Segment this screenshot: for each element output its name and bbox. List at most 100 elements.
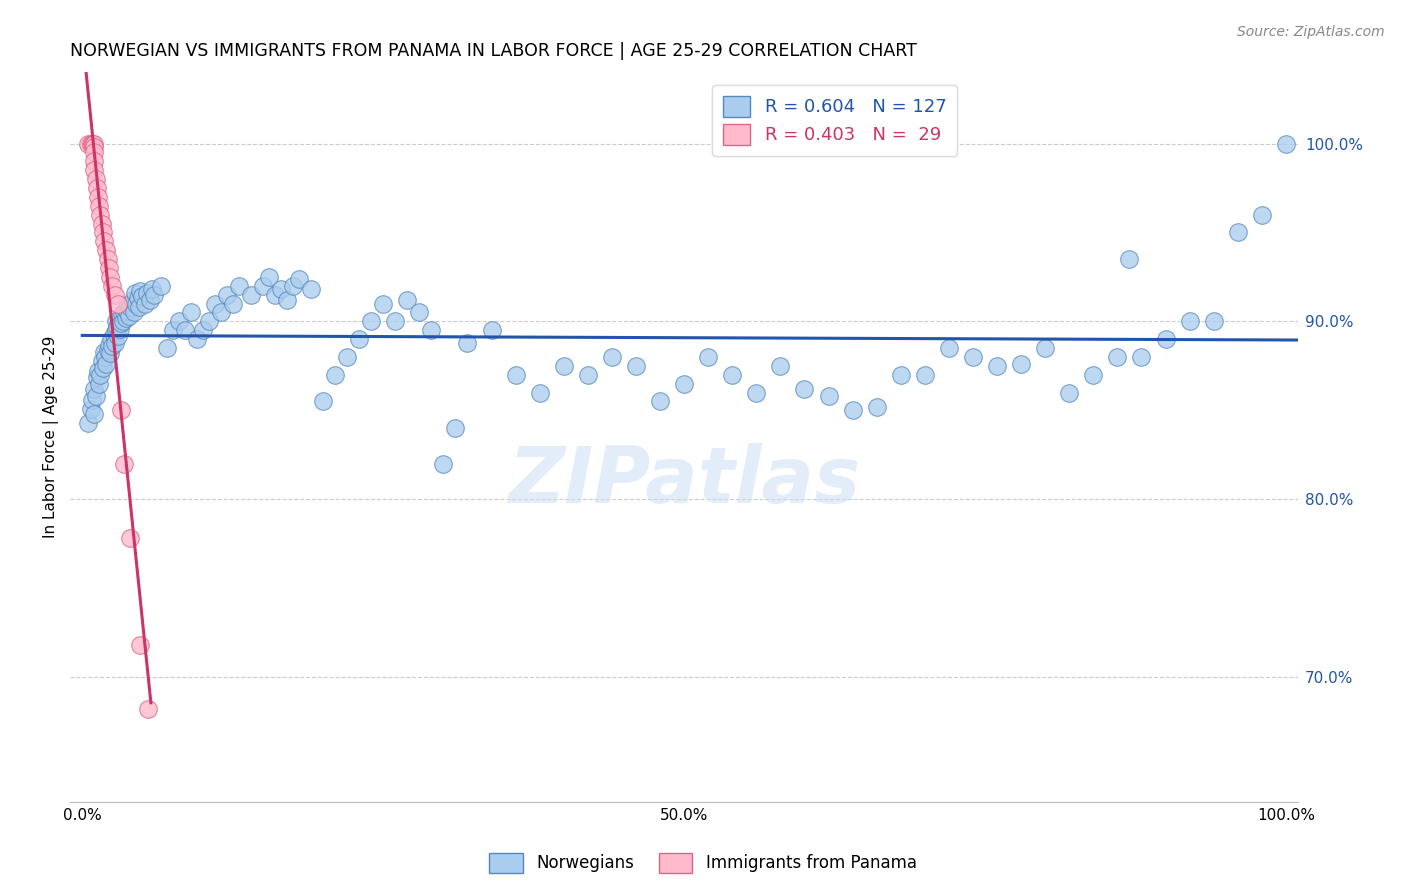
Point [120,300,142,314]
Point [228,278,250,293]
Point [841,403,863,417]
Point [1154,332,1177,346]
Point [131,289,153,303]
Point [197,314,219,328]
Point [1202,314,1225,328]
Point [270,282,292,296]
Point [257,269,280,284]
Point [125,296,148,310]
Point [115,303,138,318]
Point [432,457,454,471]
Point [408,305,430,319]
Point [149,278,172,293]
Point [1130,350,1153,364]
Point [1057,385,1080,400]
Point [80,401,103,416]
Point [191,323,214,337]
Point [124,285,146,300]
Point [420,323,443,337]
Point [505,368,527,382]
Point [173,323,195,337]
Point [112,305,135,319]
Point [89,368,111,382]
Point [127,291,149,305]
Point [104,314,127,328]
Point [86,369,108,384]
Point [103,326,125,341]
Point [129,284,152,298]
Point [96,357,118,371]
Point [136,285,159,300]
Point [112,314,135,328]
Point [96,244,118,258]
Point [143,287,166,301]
Point [138,293,160,307]
Point [96,252,118,267]
Point [769,359,792,373]
Point [77,416,100,430]
Point [624,359,647,373]
Point [121,293,143,307]
Point [1178,314,1201,328]
Point [108,321,131,335]
Legend: Norwegians, Immigrants from Panama: Norwegians, Immigrants from Panama [482,847,924,880]
Point [86,181,108,195]
Point [98,269,121,284]
Point [299,282,322,296]
Point [239,287,262,301]
Point [120,532,142,546]
Point [281,278,304,293]
Point [82,136,104,151]
Point [83,140,105,154]
Point [817,389,839,403]
Text: NORWEGIAN VS IMMIGRANTS FROM PANAMA IN LABOR FORCE | AGE 25-29 CORRELATION CHART: NORWEGIAN VS IMMIGRANTS FROM PANAMA IN L… [70,42,917,60]
Y-axis label: In Labor Force | Age 25-29: In Labor Force | Age 25-29 [44,335,59,538]
Point [89,208,111,222]
Point [673,376,696,391]
Point [87,190,110,204]
Point [481,323,503,337]
Point [1250,208,1272,222]
Point [204,296,226,310]
Point [110,316,132,330]
Point [107,296,129,310]
Point [938,341,960,355]
Point [93,235,115,249]
Point [97,337,120,351]
Point [456,335,478,350]
Point [80,392,103,407]
Point [648,394,671,409]
Text: Source: ZipAtlas.com: Source: ZipAtlas.com [1237,25,1385,39]
Point [866,400,889,414]
Point [91,226,114,240]
Point [745,385,768,400]
Point [1275,136,1298,151]
Point [94,350,117,364]
Point [96,343,118,357]
Point [209,305,232,319]
Point [444,421,467,435]
Point [312,394,335,409]
Point [914,368,936,382]
Point [83,382,105,396]
Point [553,359,575,373]
Point [90,217,112,231]
Point [347,332,370,346]
Point [84,172,107,186]
Point [84,389,107,403]
Point [87,364,110,378]
Point [323,368,346,382]
Point [90,353,112,368]
Point [83,407,105,421]
Point [697,350,720,364]
Point [114,310,136,325]
Point [1033,341,1056,355]
Point [1107,350,1129,364]
Point [276,293,298,307]
Point [1083,368,1105,382]
Point [118,309,141,323]
Point [112,457,135,471]
Text: ZIPatlas: ZIPatlas [508,442,860,519]
Point [87,376,110,391]
Point [288,271,311,285]
